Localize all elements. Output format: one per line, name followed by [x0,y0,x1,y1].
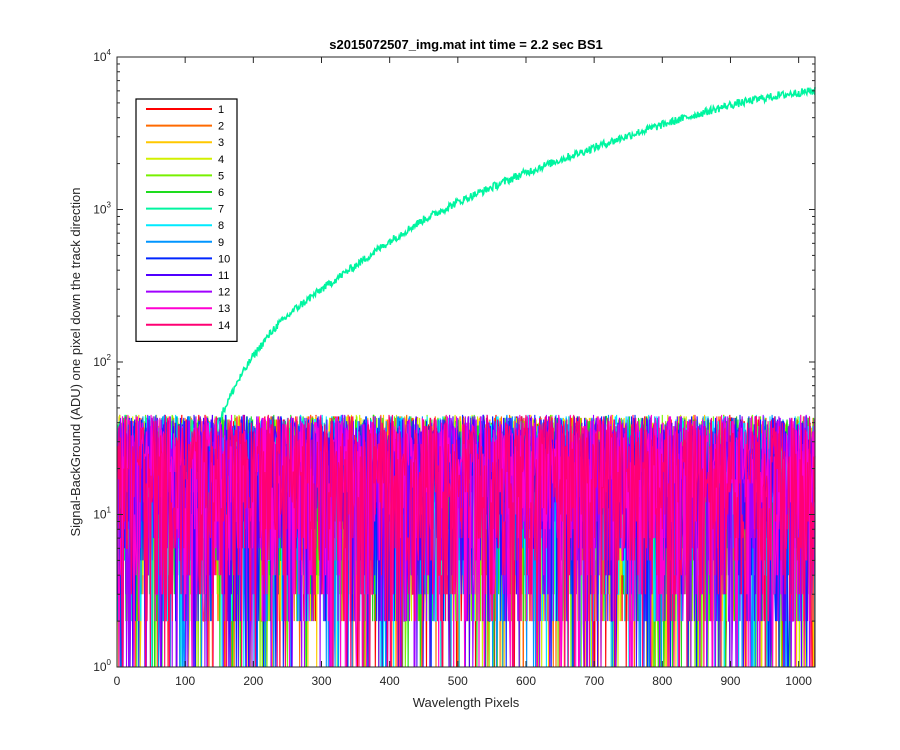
legend-label-6: 6 [218,187,224,199]
x-axis: 0 100 200 300 400 500 600 700 800 900 1000 [114,57,812,688]
series-line-14 [117,414,816,668]
x-axis-label: Wavelength Pixels [413,695,520,710]
legend-label-11: 11 [218,270,229,282]
y-tick-label: 102 [93,353,111,369]
plot-series-group [116,86,816,668]
y-tick-label: 104 [93,48,111,64]
legend-label-10: 10 [218,253,230,265]
x-tick-label: 300 [311,674,331,688]
y-tick-label: 101 [93,506,111,522]
legend-label-13: 13 [218,303,230,315]
x-tick-label: 800 [652,674,672,688]
legend-label-12: 12 [218,287,230,299]
chart-title: s2015072507_img.mat int time = 2.2 sec B… [329,37,603,52]
legend-label-14: 14 [218,320,230,332]
legend-label-5: 5 [218,170,224,182]
x-tick-label: 900 [720,674,740,688]
legend-label-3: 3 [218,137,224,149]
legend-label-7: 7 [218,204,224,216]
legend-label-2: 2 [218,121,224,133]
x-tick-label: 1000 [785,674,812,688]
y-axis-label: Signal-BackGround (ADU) one pixel down t… [68,187,83,536]
x-tick-label: 0 [114,674,121,688]
y-tick-label: 103 [93,201,111,217]
x-tick-label: 200 [243,674,263,688]
series-line-7 [116,86,816,622]
y-tick-label: 100 [93,658,111,674]
legend-label-4: 4 [218,154,224,166]
x-tick-label: 100 [175,674,195,688]
legend-label-1: 1 [218,104,224,116]
legend-label-8: 8 [218,220,224,232]
x-tick-label: 600 [516,674,536,688]
legend-box [135,98,238,342]
legend-label-9: 9 [218,237,224,249]
x-tick-label: 700 [584,674,604,688]
x-tick-label: 500 [448,674,468,688]
x-tick-label: 400 [380,674,400,688]
